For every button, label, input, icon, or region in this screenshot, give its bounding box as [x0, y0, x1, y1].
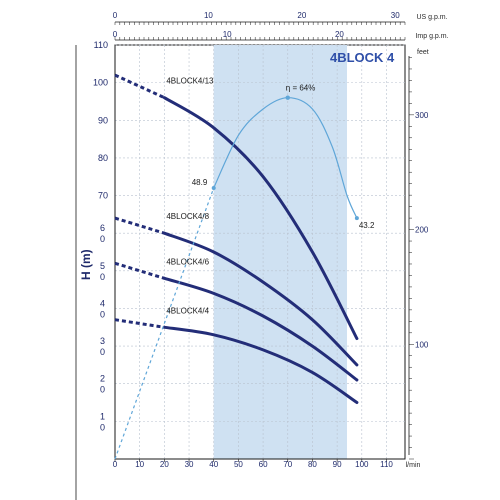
y-axis-tick-label: 0	[100, 422, 105, 432]
y-axis-tick-label: 1	[100, 411, 105, 421]
x-axis-tick-label: 110	[380, 460, 393, 469]
chart-title: 4BLOCK 4	[330, 50, 395, 65]
y-axis-tick-label: 0	[100, 385, 105, 395]
y-axis-tick-label: 6	[100, 223, 105, 233]
top-us-tick-label: 30	[391, 11, 400, 20]
y-axis-tick-label: 4	[100, 298, 105, 308]
x-axis-tick-label: 80	[308, 460, 317, 469]
y-axis-tick-label: 0	[100, 309, 105, 319]
y-axis-tick-label: 110	[94, 40, 108, 50]
top-us-tick-label: 0	[113, 11, 118, 20]
x-axis-unit: l/min	[406, 462, 421, 469]
top-us-tick-label: 20	[297, 11, 306, 20]
y-axis-tick-label: 70	[98, 191, 108, 201]
series-4-dashed	[114, 318, 165, 329]
y-axis-tick-label: 5	[100, 261, 105, 271]
series-2-dashed	[114, 216, 165, 235]
y-axis-tick-label: 2	[100, 374, 105, 384]
efficiency-dashed	[114, 187, 215, 460]
x-axis-tick-label: 40	[209, 460, 218, 469]
labels: 4BLOCK4/13 4BLOCK4/8 4BLOCK4/6 4BLOCK4/4	[166, 77, 214, 316]
top-imp-tick-label: 10	[223, 30, 232, 39]
x-axis-tick-label: 70	[283, 460, 292, 469]
efficiency-curve	[213, 97, 358, 219]
x-axis-tick-label: 0	[113, 460, 118, 469]
efficiency-peak-point	[285, 95, 290, 100]
curves	[114, 73, 359, 460]
series-1-label: 4BLOCK4/13	[166, 77, 214, 86]
y-axis-tick-label: 90	[98, 115, 108, 125]
top-imp-unit: Imp g.p.m.	[415, 33, 448, 40]
efficiency-end-label: 43.2	[359, 221, 375, 230]
series-4-label: 4BLOCK4/4	[166, 306, 209, 315]
axes: 0 10 20 30 US g.p.m.0 10 20 Imp g.p.m.0 10 20 30 40…	[75, 11, 449, 500]
top-us-tick-label: 10	[204, 11, 213, 20]
top-imp-tick-label: 20	[335, 30, 344, 39]
series-1-curve	[162, 96, 359, 341]
series-2-curve	[162, 231, 359, 367]
right-axis-tick-label: 100	[415, 340, 429, 349]
series-3-dashed	[114, 261, 165, 280]
x-axis-tick-label: 20	[160, 460, 169, 469]
y-axis-tick-label: 0	[100, 234, 105, 244]
y-axis-tick-label: 0	[100, 272, 105, 282]
y-axis-tick-label: 80	[98, 153, 108, 163]
right-axis-tick-label: 300	[415, 111, 429, 120]
top-imp-tick-label: 0	[113, 30, 118, 39]
series-2-label: 4BLOCK4/8	[166, 212, 209, 221]
x-axis-tick-label: 90	[333, 460, 342, 469]
efficiency-start-label: 48.9	[192, 178, 208, 187]
series-1-dashed	[114, 73, 166, 100]
series-3-curve	[162, 276, 359, 382]
efficiency-start-point	[211, 186, 216, 191]
efficiency-peak-label: η = 64%	[286, 84, 316, 93]
y-axis-tick-label: 3	[100, 336, 105, 346]
x-axis-tick-label: 100	[355, 460, 369, 469]
right-axis-tick-label: 200	[415, 226, 429, 235]
series-3-label: 4BLOCK4/6	[166, 257, 209, 266]
x-axis-tick-label: 30	[185, 460, 194, 469]
y-axis-label: H (m)	[79, 249, 93, 280]
y-axis-tick-label: 100	[93, 78, 108, 88]
top-us-unit: US g.p.m.	[416, 14, 447, 21]
x-axis-tick-label: 10	[135, 460, 144, 469]
efficiency-end-point	[354, 216, 359, 221]
efficiency-band	[213, 45, 347, 459]
y-axis-tick-label: 0	[100, 347, 105, 357]
x-axis-tick-label: 50	[234, 460, 243, 469]
series-4-curve	[162, 325, 359, 404]
x-axis-tick-label: 60	[259, 460, 268, 469]
right-axis-unit: feet	[417, 49, 429, 56]
